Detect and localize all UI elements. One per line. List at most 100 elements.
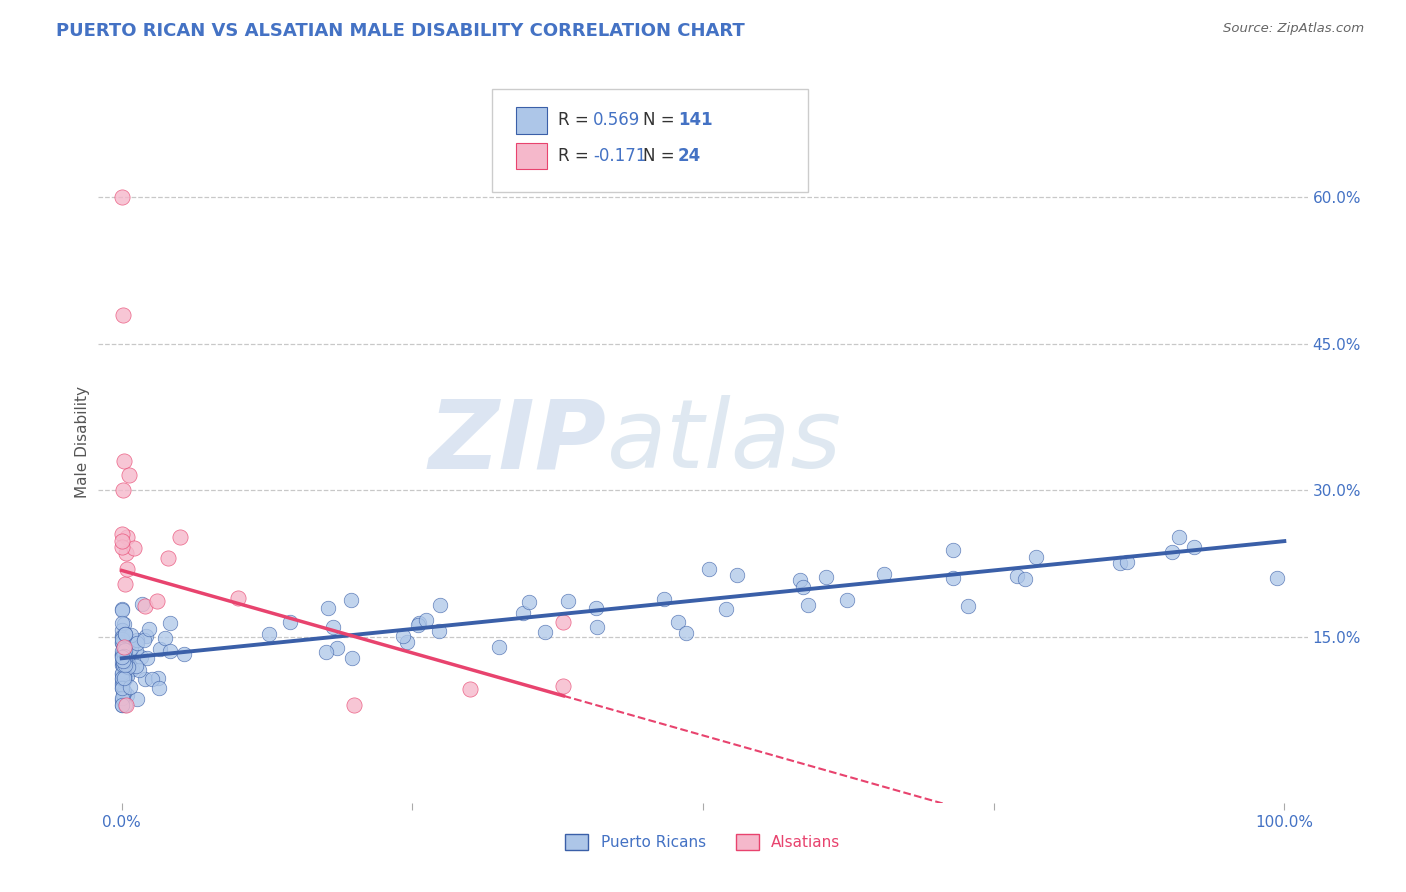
Point [111, 636, 134, 650]
Point [111, 190, 134, 204]
Point [159, 616, 181, 631]
Point [112, 671, 135, 685]
Point [112, 645, 135, 659]
Point [122, 541, 145, 556]
Point [157, 550, 180, 565]
Point [115, 660, 138, 674]
Point [322, 620, 344, 634]
Point [553, 679, 575, 693]
Point [1025, 550, 1047, 565]
Point [112, 641, 135, 656]
Point [114, 658, 136, 673]
Point [146, 671, 169, 685]
Point [517, 595, 540, 609]
Point [118, 467, 141, 482]
Point [714, 601, 737, 615]
Point [512, 607, 534, 621]
Point [112, 644, 135, 658]
Point [169, 530, 191, 544]
Point [315, 645, 337, 659]
Point [111, 648, 134, 663]
Point [408, 615, 430, 630]
Point [278, 615, 301, 630]
Point [111, 698, 134, 713]
Point [585, 601, 607, 615]
Point [340, 651, 363, 665]
Point [112, 673, 135, 687]
Point [111, 657, 134, 672]
Point [111, 623, 134, 637]
Point [427, 624, 450, 639]
Point [460, 681, 482, 696]
Point [1265, 571, 1288, 585]
Point [111, 601, 134, 615]
Point [697, 562, 720, 576]
Point [148, 681, 170, 695]
Text: PUERTO RICAN VS ALSATIAN MALE DISABILITY CORRELATION CHART: PUERTO RICAN VS ALSATIAN MALE DISABILITY… [56, 22, 745, 40]
Point [111, 655, 134, 669]
Point [127, 636, 149, 650]
Point [117, 656, 139, 670]
Point [111, 632, 134, 646]
Text: ZIP: ZIP [429, 395, 606, 488]
Point [339, 592, 361, 607]
Point [111, 667, 134, 681]
Point [1168, 530, 1191, 544]
Y-axis label: Male Disability: Male Disability [75, 385, 90, 498]
Point [134, 633, 156, 648]
Point [134, 672, 156, 686]
Point [111, 657, 134, 671]
Point [111, 647, 134, 661]
Point [114, 671, 136, 685]
Text: Source: ZipAtlas.com: Source: ZipAtlas.com [1223, 22, 1364, 36]
Point [118, 646, 141, 660]
Point [114, 638, 136, 652]
Point [114, 546, 136, 560]
Point [111, 672, 134, 686]
Point [488, 640, 510, 654]
Point [872, 567, 894, 582]
Point [145, 594, 167, 608]
Point [111, 527, 134, 541]
Point [111, 616, 134, 631]
Point [835, 592, 858, 607]
Point [120, 628, 142, 642]
Point [1109, 556, 1132, 570]
Point [111, 672, 134, 686]
Point [125, 644, 148, 658]
Point [121, 663, 143, 677]
Point [159, 644, 181, 658]
Point [725, 568, 748, 582]
Point [114, 577, 136, 591]
Point [111, 631, 134, 645]
Text: R =: R = [558, 112, 595, 129]
Point [111, 650, 134, 665]
Point [128, 663, 150, 677]
Point [668, 615, 690, 629]
Point [652, 591, 675, 606]
Point [1182, 540, 1205, 554]
Point [792, 580, 814, 594]
Point [135, 629, 157, 643]
Point [173, 647, 195, 661]
Point [111, 649, 134, 664]
Point [675, 625, 697, 640]
Point [115, 653, 138, 667]
Point [112, 687, 135, 701]
Point [112, 649, 135, 664]
Point [115, 562, 138, 576]
Point [111, 540, 134, 554]
Point [111, 648, 134, 663]
Point [114, 626, 136, 640]
Point [111, 665, 134, 680]
Point [131, 597, 153, 611]
Point [118, 657, 141, 672]
Point [111, 629, 134, 643]
Point [111, 634, 134, 648]
Point [125, 658, 148, 673]
Point [112, 671, 135, 685]
Point [112, 616, 135, 631]
Point [226, 591, 249, 605]
Point [111, 691, 134, 706]
Point [120, 635, 142, 649]
